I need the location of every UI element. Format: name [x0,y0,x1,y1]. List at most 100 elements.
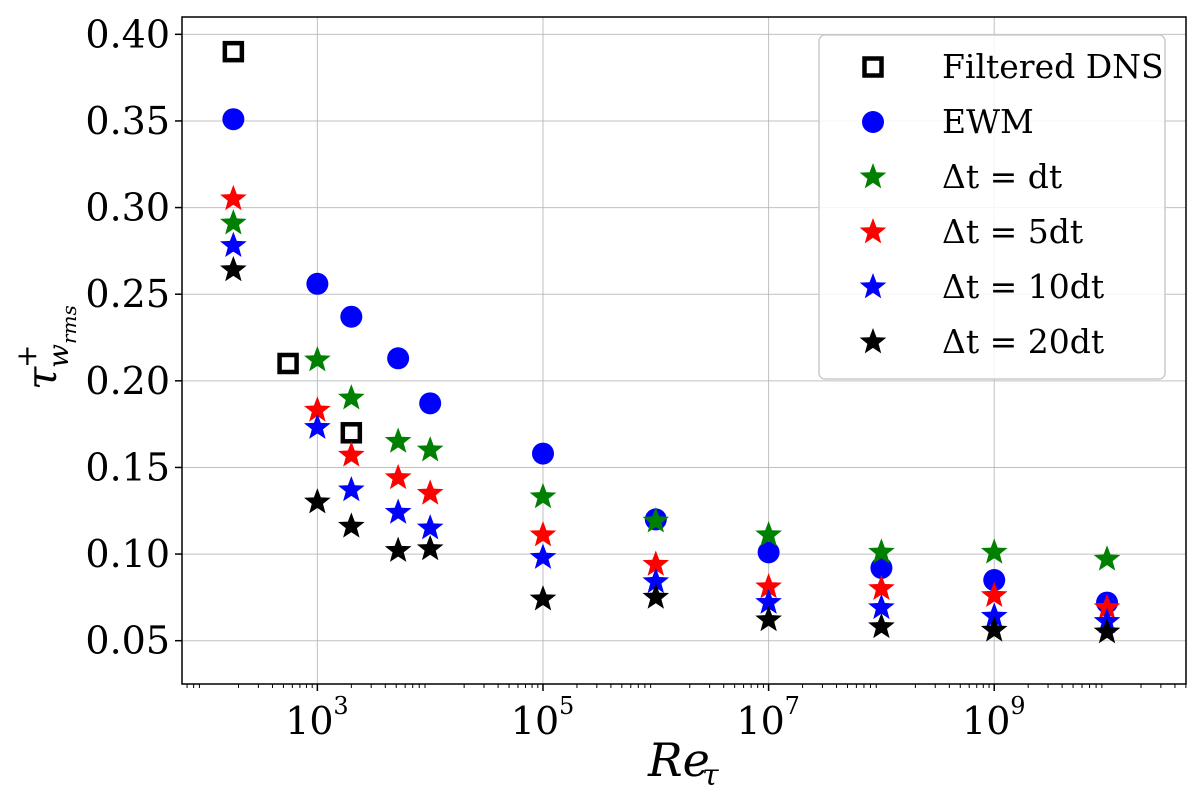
legend-marker [862,111,884,133]
data-point [755,588,782,614]
data-point [1093,593,1121,620]
data-point [529,521,557,547]
x-tick-label: 10 7 [736,692,799,743]
data-point [222,108,245,131]
legend-marker [859,218,887,244]
x-axis-ticks: 10 3 10 5 10 7 10 9 [186,684,1187,743]
data-point [980,602,1008,628]
x-tick-base: 10 [962,699,1010,743]
legend-item: Δt = 20dt [859,322,1104,361]
x-tick-label: 10 9 [962,692,1025,743]
x-tick-label: 10 3 [285,692,348,743]
data-point [1093,618,1121,644]
series-5 [220,255,1121,644]
y-tick-label: 0.05 [85,619,170,663]
data-point [304,346,331,372]
data-point [868,538,895,564]
x-tick-exponent: 3 [333,692,348,720]
y-tick-label: 0.30 [85,186,170,230]
legend-marker [862,56,884,78]
x-tick-base: 10 [736,699,784,743]
data-point [755,572,782,599]
x-tick-exponent: 7 [785,692,800,720]
legend-label: EWM [942,102,1034,141]
data-point [384,498,412,524]
legend-marker [859,163,887,189]
data-point [384,427,412,453]
legend-item: Δt = 5dt [859,212,1083,251]
data-point [642,550,670,576]
legend-label: Δt = 5dt [942,212,1083,251]
legend-label: Filtered DNS [942,47,1164,86]
y-axis-label-sub: w [42,344,75,368]
legend-item: Δt = dt [859,157,1062,196]
data-point [304,396,331,422]
data-point [642,507,670,533]
data-point [416,514,444,540]
y-tick-label: 0.15 [85,445,170,489]
data-point [340,305,363,328]
data-point [340,422,363,444]
data-point [338,441,365,467]
x-tick-exponent: 9 [1010,692,1025,720]
y-tick-label: 0.25 [85,272,170,316]
legend-label: Δt = dt [942,157,1062,196]
legend-item: Δt = 10dt [859,267,1104,306]
x-axis-label-main: Re [647,733,710,787]
data-point [980,616,1008,642]
data-point [222,40,245,63]
data-point [277,352,299,375]
data-point [1093,545,1121,571]
data-point [755,521,782,547]
data-point [529,585,557,611]
y-axis-label-subsub: rms [57,305,81,344]
data-point [870,556,893,579]
x-tick-label: 10 5 [511,692,574,743]
data-point [416,534,444,561]
data-point [757,541,780,564]
legend: Filtered DNS EWM Δt = dt Δt = 5dt Δt = 10dt Δ… [818,34,1166,380]
y-axis-label-sup: + [10,345,43,368]
data-point [980,538,1008,564]
data-point [983,569,1006,592]
series-2 [220,209,1121,571]
data-point [220,209,247,235]
data-point [868,593,895,620]
data-point [868,574,895,601]
plot-frame [181,16,1187,685]
y-tick-label: 0.40 [85,12,170,56]
legend-item: EWM [862,102,1034,141]
x-tick-exponent: 5 [559,692,574,720]
data-point [755,605,782,632]
data-point [306,272,329,295]
data-points [220,40,1121,644]
data-point [304,488,331,514]
data-point [642,567,670,594]
series-3 [220,184,1121,620]
data-point [384,463,412,490]
y-axis-ticks: 0.05 0.10 0.15 0.20 0.25 0.30 0.35 0.40 [85,12,182,663]
data-point [304,413,331,439]
x-axis-label: Re τ [647,733,719,793]
data-point [220,255,247,282]
legend-marker [859,273,887,299]
legend-label: Δt = 10dt [942,267,1104,306]
data-point [338,512,365,538]
data-point [529,482,557,509]
y-axis-label-main: τ [17,366,66,390]
data-point [416,436,444,462]
legend-item: Filtered DNS [862,47,1164,86]
legend-items: Filtered DNS EWM Δt = dt Δt = 5dt Δt = 10dt Δ… [859,47,1164,361]
series-0 [222,40,363,444]
y-tick-label: 0.10 [85,532,170,576]
data-point [980,581,1008,607]
data-point [419,392,442,415]
data-point [384,536,412,562]
data-point [338,475,365,502]
legend-label: Δt = 20dt [942,322,1104,361]
y-tick-label: 0.35 [85,99,170,143]
legend-marker [859,328,887,354]
data-point [416,479,444,505]
data-point [642,583,670,609]
legend-box [818,34,1166,380]
